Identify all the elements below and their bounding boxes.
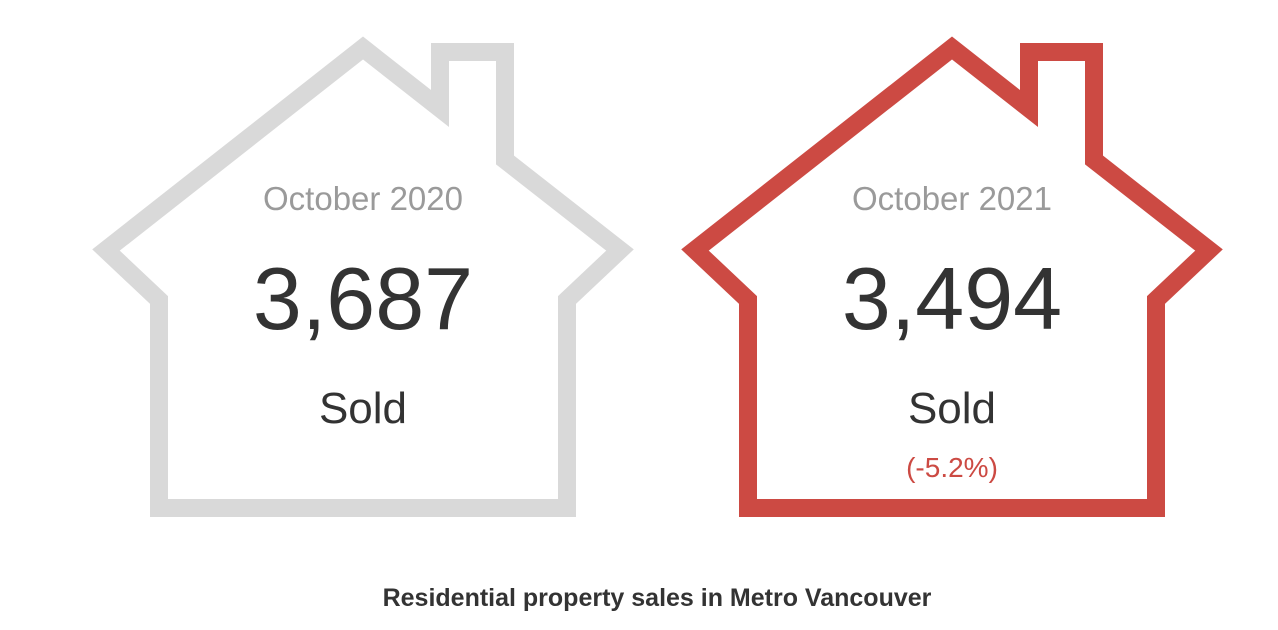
sales-label: Sold: [907, 384, 997, 433]
caption: Residential property sales in Metro Vanc…: [382, 584, 932, 612]
period: October 2020: [263, 180, 463, 217]
change: (-5.2%): [906, 452, 998, 483]
house-outline: [681, 36, 1223, 517]
sales-value: 3,687: [252, 249, 474, 348]
sales-label: Sold: [318, 384, 408, 433]
sales-value: 3,494: [841, 249, 1063, 348]
house-outline: [92, 36, 634, 517]
house-highlight: [681, 36, 1223, 517]
period: October 2021: [852, 180, 1052, 217]
